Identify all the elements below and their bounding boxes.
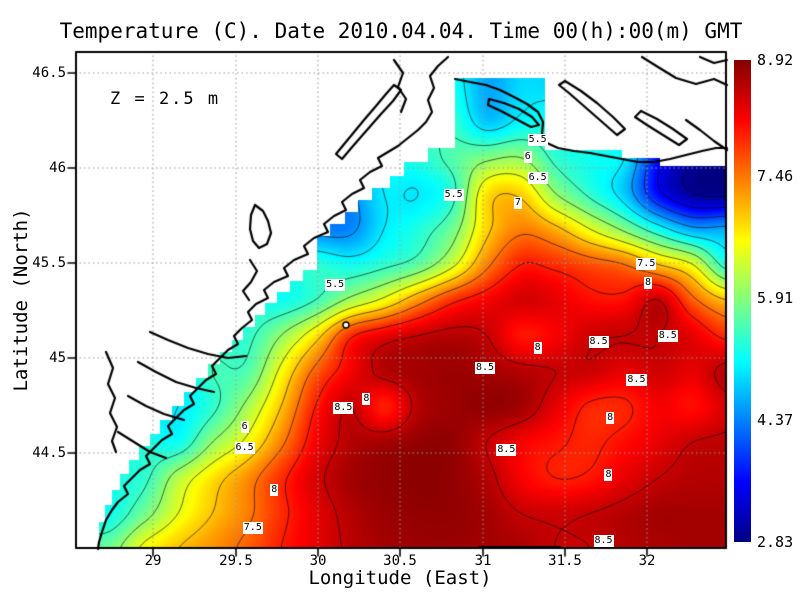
contour-label: 8.5 bbox=[593, 535, 614, 548]
y-tick-label: 45 bbox=[49, 350, 66, 366]
x-tick-label: 31.5 bbox=[548, 553, 582, 569]
contour-label: 6 bbox=[523, 151, 532, 164]
contour-label: 8.5 bbox=[626, 373, 647, 386]
y-tick-label: 46.5 bbox=[32, 65, 66, 81]
colorbar-tick-label: 5.91 bbox=[757, 289, 794, 307]
x-tick-label: 31 bbox=[474, 553, 492, 569]
x-tick-label: 29 bbox=[144, 553, 162, 569]
contour-label: 8 bbox=[270, 484, 279, 497]
y-tick-label: 45.5 bbox=[32, 255, 66, 271]
x-tick-label: 32 bbox=[638, 553, 656, 569]
contour-label: 5.5 bbox=[325, 278, 346, 291]
depth-annotation: Z = 2.5 m bbox=[110, 89, 221, 109]
x-tick-label: 30.5 bbox=[383, 553, 417, 569]
y-tick-label: 44.5 bbox=[32, 445, 66, 461]
colorbar-tick-label: 8.92 bbox=[757, 51, 794, 69]
x-tick-label: 29.5 bbox=[219, 553, 253, 569]
contour-label: 8 bbox=[362, 392, 371, 405]
colorbar bbox=[734, 60, 751, 542]
x-tick-label: 30 bbox=[309, 553, 327, 569]
contour-label: 6 bbox=[240, 421, 249, 434]
contour-label: 8 bbox=[643, 276, 652, 289]
colorbar-tick-label: 4.37 bbox=[757, 411, 794, 429]
contour-label: 5.5 bbox=[443, 189, 464, 202]
contour-label: 6.5 bbox=[527, 172, 548, 185]
chart-title: Temperature (C). Date 2010.04.04. Time 0… bbox=[59, 19, 743, 43]
contour-label: 7.5 bbox=[242, 522, 263, 535]
contour-label: 8 bbox=[606, 411, 615, 424]
contour-label: 8.5 bbox=[496, 444, 517, 457]
contour-label: 8.5 bbox=[474, 362, 495, 375]
y-tick-label: 46 bbox=[49, 160, 66, 176]
contour-label: 5.5 bbox=[527, 134, 548, 147]
contour-label: 8 bbox=[533, 341, 542, 354]
contour-label: 6.5 bbox=[234, 442, 255, 455]
contour-label: 8.5 bbox=[588, 335, 609, 348]
contour-label: 7.5 bbox=[636, 257, 657, 270]
contour-label: 7 bbox=[513, 197, 522, 210]
colorbar-tick-label: 2.83 bbox=[757, 533, 794, 551]
x-axis-label: Longitude (East) bbox=[308, 567, 492, 589]
contour-label: 8 bbox=[604, 468, 613, 481]
contour-label: 8.5 bbox=[657, 330, 678, 343]
contour-label: 8.5 bbox=[333, 402, 354, 415]
colorbar-tick-label: 7.46 bbox=[757, 167, 794, 185]
